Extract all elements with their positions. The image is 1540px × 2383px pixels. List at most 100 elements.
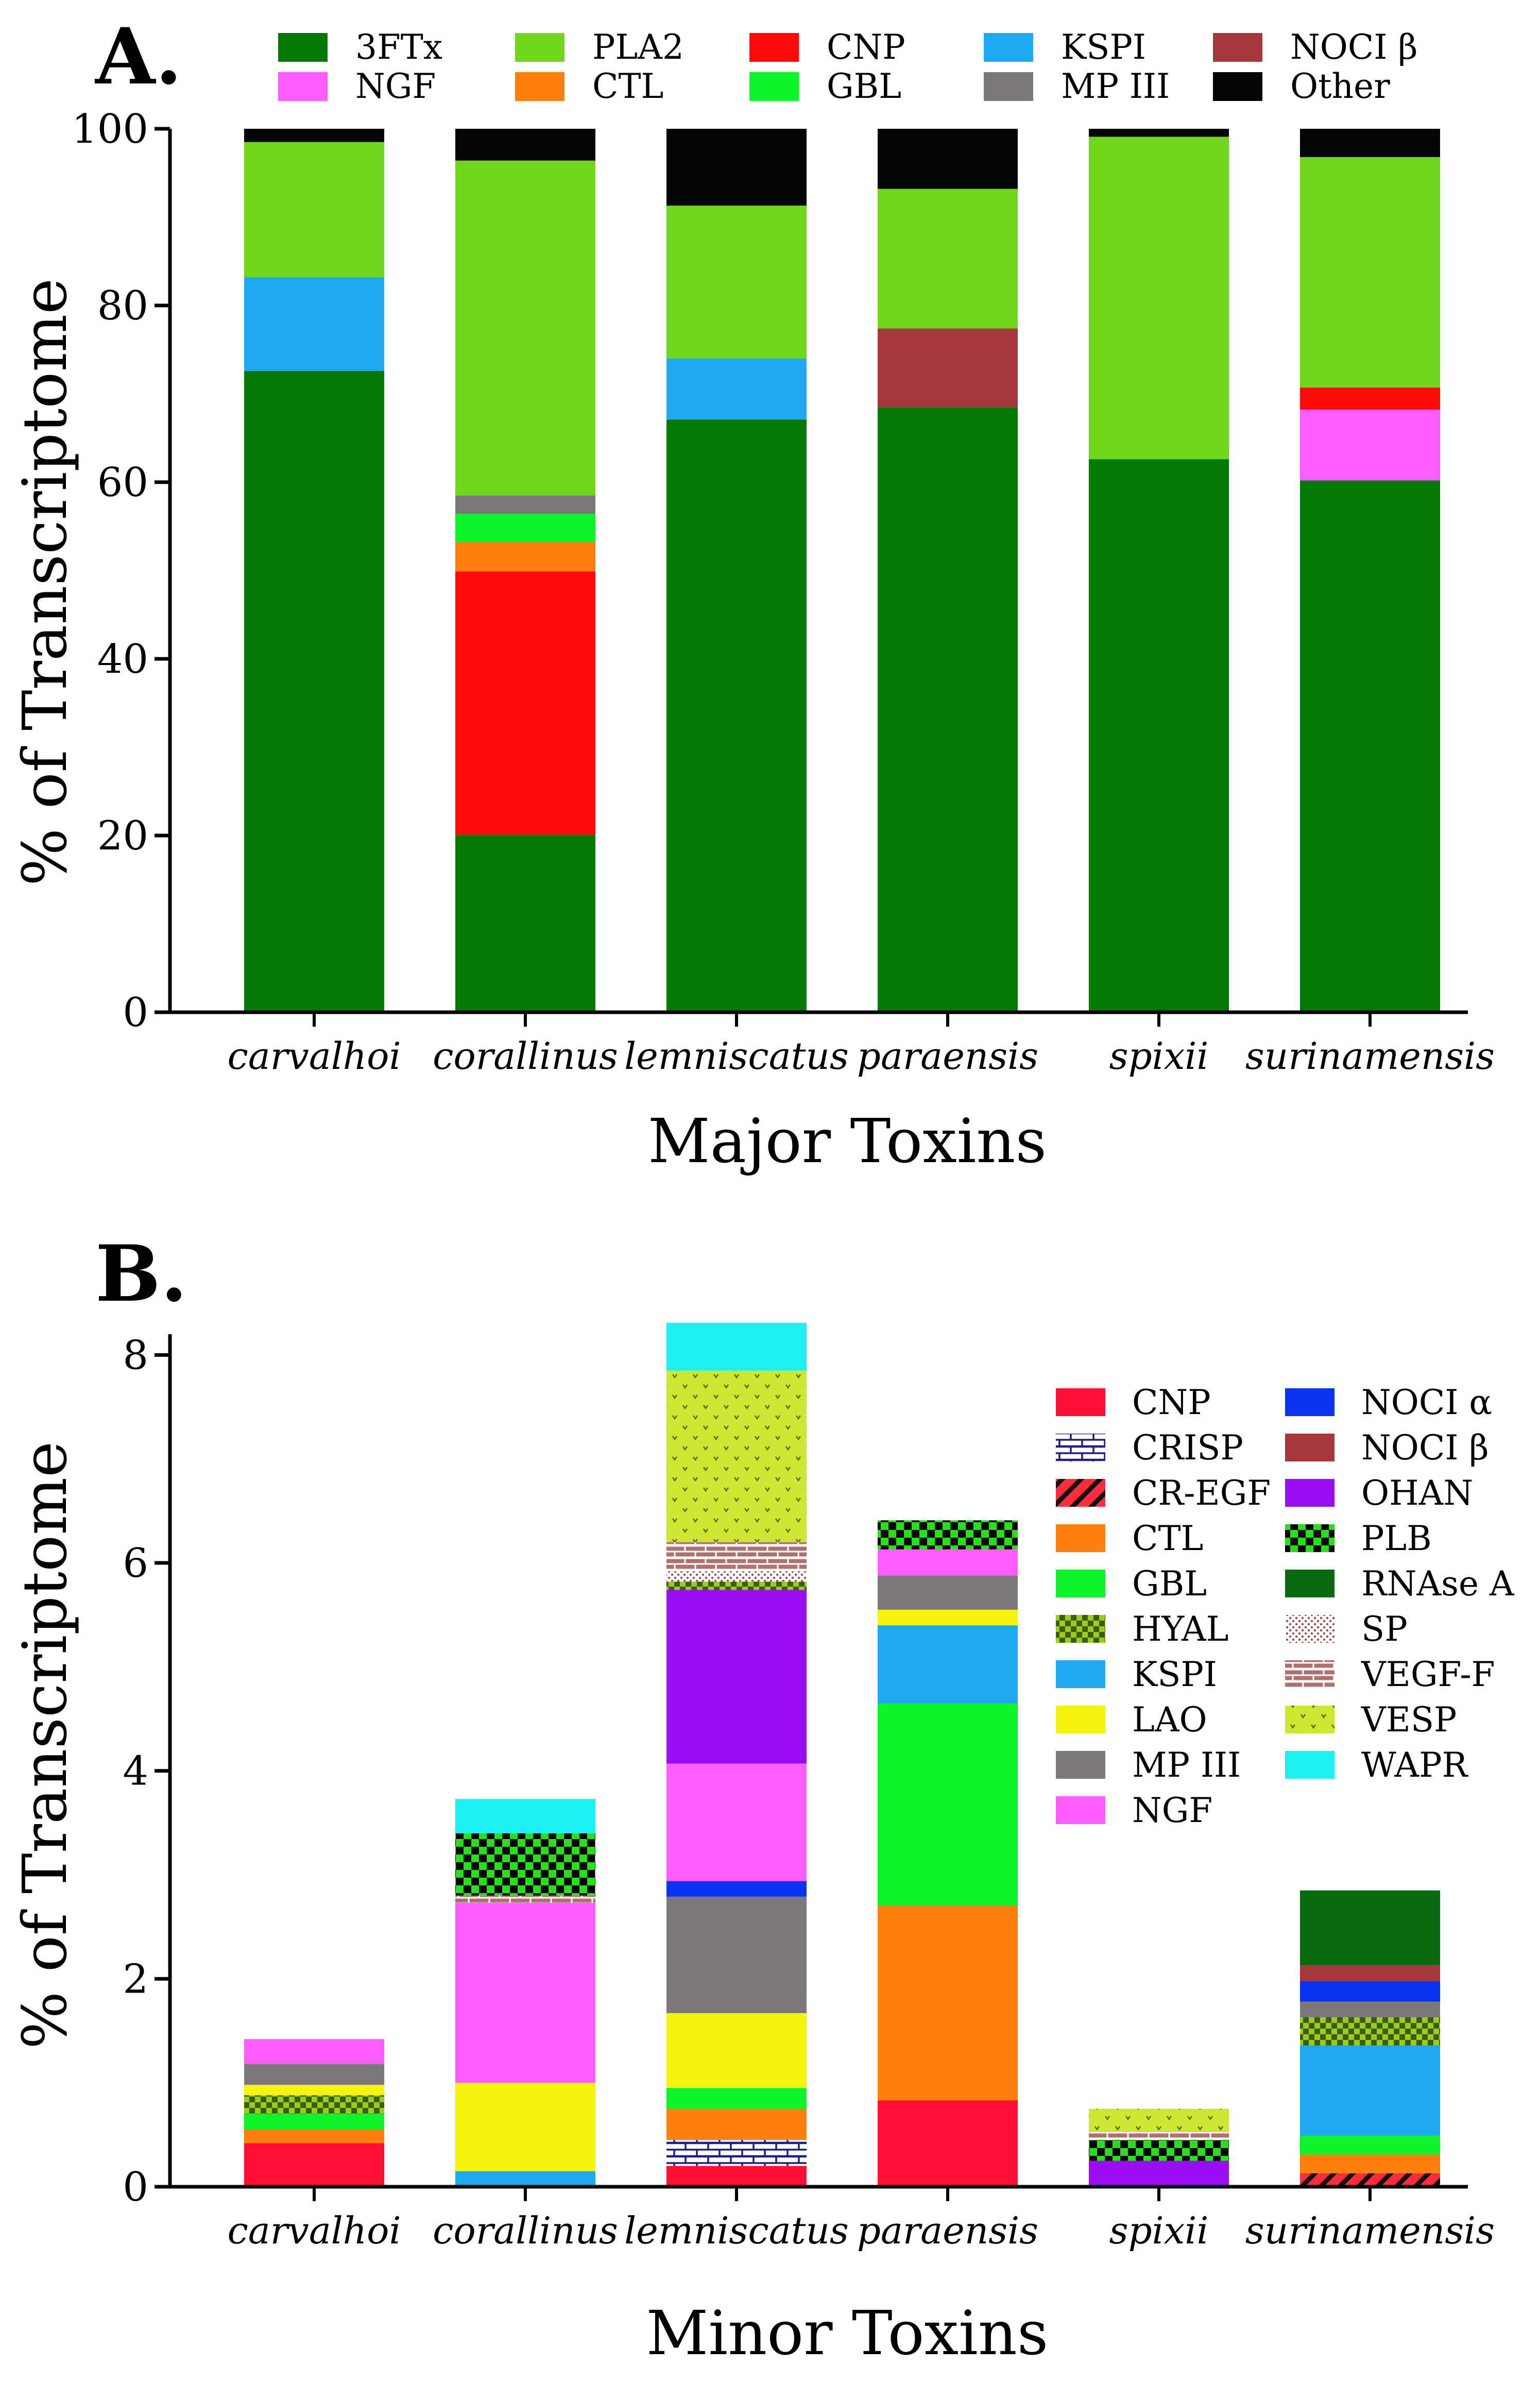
b-bar-spixii-vegf-f [1089,2132,1229,2140]
b-category-label: carvalhoi [227,2209,401,2252]
a-bar-carvalhoi-kspi [244,277,384,371]
a-bar-corallinus-cnp [455,571,595,835]
a-bar-paraensis-pla2 [878,189,1018,329]
a-bar-lemniscatus-3ftx [666,419,807,1012]
b-y-tick-label: 8 [123,1332,148,1378]
b-bar-lemniscatus-crisp [666,2140,807,2166]
b-bar-paraensis-ngf [878,1549,1018,1576]
b-legend-label: GBL [1132,1564,1207,1604]
a-bar-lemniscatus-kspi [666,358,807,420]
a-legend-label: MP III [1061,66,1170,106]
panel-b-y-axis-title: % of Transcriptome [9,1441,80,2049]
b-legend-label: VEGF-F [1361,1655,1495,1694]
b-legend-swatch-mp-iii [1056,1751,1105,1779]
b-legend-label: KSPI [1132,1655,1217,1694]
a-bar-corallinus-mp-iii [455,495,595,514]
a-legend-swatch-gbl [749,72,799,101]
a-legend-swatch-mp-iii [984,72,1033,101]
b-legend-label: CTL [1132,1519,1203,1558]
b-bar-carvalhoi-lao [244,2085,384,2096]
b-bar-paraensis-mp-iii [878,1575,1018,1610]
b-legend-label: NOCI α [1361,1383,1492,1422]
b-bar-surinamensis-hyal [1300,2017,1440,2046]
b-bar-surinamensis-gbl [1300,2136,1440,2155]
b-bar-carvalhoi-ngf [244,2039,384,2064]
a-bar-carvalhoi-other [244,129,384,142]
a-y-tick-label: 0 [123,990,148,1036]
b-bar-lemniscatus-gbl [666,2088,807,2109]
b-bar-spixii-vesp [1089,2108,1229,2132]
b-category-label: paraensis [857,2209,1038,2252]
a-bar-lemniscatus-other [666,129,807,206]
b-bar-paraensis-kspi [878,1625,1018,1704]
b-bar-carvalhoi-hyal [244,2095,384,2114]
a-category-label: surinamensis [1245,1034,1495,1078]
b-bar-corallinus-lao [455,2083,595,2171]
b-category-label: corallinus [433,2209,618,2252]
b-bar-surinamensis-ctl [1300,2154,1440,2173]
panel-a-plot: carvalhoi corallinus lemniscatus paraensis s… [72,106,1495,1078]
a-legend-swatch-pla2 [515,33,564,62]
b-bar-carvalhoi-cnp [244,2143,384,2187]
a-legend-swatch-cnp [749,33,799,62]
a-y-tick-label: 60 [97,459,148,506]
b-bar-surinamensis-cr-egf [1300,2173,1440,2187]
a-legend-label: CTL [592,66,663,106]
a-legend-swatch-ctl [515,72,564,101]
b-legend-swatch-noci-α [1285,1388,1334,1416]
a-legend-label: 3FTx [355,27,442,67]
b-legend-label: CR-EGF [1132,1473,1271,1513]
b-legend-label: HYAL [1132,1609,1229,1649]
panel-b-x-axis-title: Minor Toxins [646,2297,1049,2369]
a-bar-carvalhoi-pla2 [244,142,384,278]
b-legend-label: CRISP [1132,1428,1243,1468]
a-legend-swatch-kspi [984,33,1033,62]
b-bar-corallinus-wapr [455,1799,595,1833]
a-legend-label: NGF [355,66,436,106]
b-bar-surinamensis-kspi [1300,2045,1440,2136]
a-bar-corallinus-pla2 [455,160,595,496]
b-legend-swatch-lao [1056,1706,1105,1733]
b-bar-spixii-plb [1089,2140,1229,2161]
panel-a-y-axis-title: % of Transcriptome [9,278,80,886]
a-bar-surinamensis-cnp [1300,387,1440,410]
b-legend-swatch-noci-β [1285,1434,1334,1461]
b-bar-lemniscatus-ngf [666,1763,807,1881]
panel-b-label: B. [95,1229,187,1319]
b-bar-surinamensis-rnase-a [1300,1890,1440,1966]
a-bar-corallinus-ctl [455,542,595,572]
a-bar-spixii-other [1089,129,1229,137]
panel-b-plot: carvalhoi corallinus lemniscatus paraensis s… [123,1322,1495,2252]
b-legend-label: NOCI β [1361,1428,1489,1468]
b-bar-corallinus-vegf-f [455,1895,595,1903]
b-bar-lemniscatus-noci-α [666,1881,807,1897]
b-bar-surinamensis-noci-α [1300,1981,1440,2002]
b-bar-lemniscatus-mp-iii [666,1896,807,2013]
b-bar-surinamensis-mp-iii [1300,2001,1440,2018]
a-category-label: lemniscatus [624,1034,849,1078]
panel-a-label: A. [94,11,182,102]
b-legend-label: PLB [1361,1519,1432,1558]
a-legend-label: NOCI β [1290,27,1418,67]
a-category-label: spixii [1109,1034,1209,1078]
b-bar-spixii-ohan [1089,2160,1229,2187]
a-bar-corallinus-other [455,129,595,161]
a-bar-corallinus-3ftx [455,835,595,1012]
b-bar-lemniscatus-sp [666,1571,807,1582]
panel-b-legend: CNP CRISP CR-EGF CTL GBL HYAL KSPI LAO MP III NGF… [1056,1383,1515,1830]
b-legend-swatch-rnase-a [1285,1570,1334,1597]
a-legend-swatch-noci-β [1213,33,1262,62]
b-legend-swatch-crisp [1056,1434,1105,1461]
a-bar-spixii-3ftx [1089,459,1229,1013]
a-legend-label: PLA2 [592,27,684,67]
a-category-label: paraensis [857,1034,1038,1078]
b-bar-lemniscatus-wapr [666,1322,807,1371]
a-y-tick-label: 80 [97,283,148,329]
b-legend-swatch-vesp [1285,1706,1334,1733]
b-legend-swatch-hyal [1056,1615,1105,1643]
a-legend-swatch-3ftx [278,33,328,62]
a-bar-surinamensis-3ftx [1300,480,1440,1012]
b-legend-swatch-kspi [1056,1660,1105,1688]
b-y-tick-label: 6 [123,1540,148,1587]
